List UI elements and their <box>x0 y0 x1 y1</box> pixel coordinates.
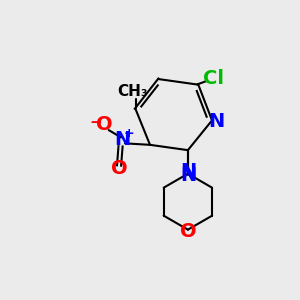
Text: O: O <box>111 159 128 178</box>
Text: −: − <box>89 115 102 130</box>
Text: N: N <box>180 162 196 181</box>
Text: N: N <box>180 166 196 185</box>
Text: Cl: Cl <box>203 69 224 88</box>
Text: O: O <box>180 222 196 241</box>
Text: N: N <box>114 130 130 149</box>
Text: CH₃: CH₃ <box>117 84 148 99</box>
Text: +: + <box>124 127 134 140</box>
Text: O: O <box>96 115 113 134</box>
Text: N: N <box>208 112 225 131</box>
